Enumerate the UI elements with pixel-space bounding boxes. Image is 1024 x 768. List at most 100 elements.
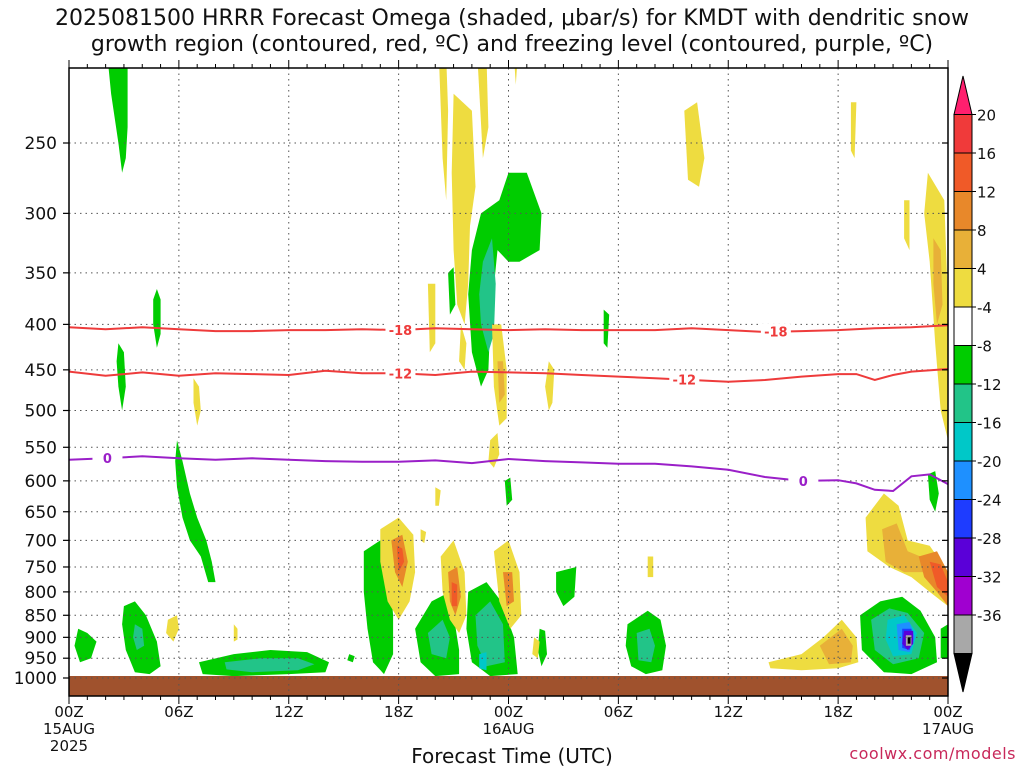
omega-region-34	[468, 172, 542, 387]
colorbar-seg-0	[953, 75, 973, 115]
omega-region-0	[108, 68, 128, 173]
omega-region-42	[435, 487, 441, 506]
omega-region-46	[603, 309, 610, 348]
freezing-level-label-bg-0	[92, 450, 123, 467]
x-tick-label-48: 00Z	[933, 703, 962, 721]
omega-region-1	[116, 343, 126, 411]
freezing-level-line	[69, 455, 948, 493]
dgz-contour-1-label-bg-1	[669, 371, 700, 388]
colorbar-seg-5	[953, 268, 973, 308]
colorbar-label-0: 20	[977, 107, 996, 125]
x-tick-label-30: 06Z	[604, 703, 633, 721]
omega-region-9	[166, 615, 179, 642]
dgz-contour-0-label-0: -18	[389, 324, 413, 339]
colorbar-label-8: -16	[977, 415, 1002, 433]
x-tick-date-0: 15AUG	[43, 720, 95, 738]
dgz-contour-1-label-0: -12	[389, 367, 413, 382]
omega-region-3	[175, 440, 216, 583]
y-tick-label-650: 650	[25, 503, 57, 523]
colorbar-label-10: -24	[977, 492, 1002, 510]
colorbar-label-6: -8	[977, 338, 992, 356]
y-tick-label-300: 300	[25, 204, 57, 224]
omega-region-61	[907, 637, 911, 644]
colorbar-seg-1	[953, 114, 973, 154]
x-tick-year-0: 2025	[50, 737, 88, 755]
y-tick-label-950: 950	[25, 649, 57, 669]
omega-region-29	[532, 637, 540, 659]
omega-region-11	[233, 624, 238, 642]
omega-region-40	[488, 433, 500, 468]
freezing-level-label-1: 0	[799, 475, 808, 490]
dgz-contour-0-label-bg-0	[385, 322, 416, 339]
colorbar-seg-3	[953, 191, 973, 231]
omega-region-21	[451, 582, 458, 607]
colorbar-seg-2	[953, 152, 973, 192]
colorbar-label-5: -4	[977, 299, 992, 317]
dgz-contour-1-label-1: -12	[673, 374, 697, 389]
dgz-contour-0-line	[69, 324, 948, 334]
colorbar-label-9: -20	[977, 453, 1002, 471]
colorbar-seg-9	[953, 422, 973, 462]
omega-shaded-layer	[74, 68, 948, 677]
omega-region-28	[556, 567, 577, 607]
colorbar-label-4: 4	[977, 261, 987, 279]
colorbar-seg-6	[953, 306, 973, 346]
colorbar: 20 16 12 8 4 -4 -8 -12 -16 -20 -24 -28 -32 -36	[953, 75, 1002, 693]
x-tick-label-18: 18Z	[384, 703, 413, 721]
omega-region-6	[133, 624, 145, 650]
colorbar-seg-10	[953, 460, 973, 500]
y-tick-label-250: 250	[25, 134, 57, 154]
colorbar-label-1: 16	[977, 145, 996, 163]
omega-region-26	[503, 572, 514, 607]
x-tick-label-24: 00Z	[494, 703, 523, 721]
omega-region-51	[850, 102, 857, 159]
y-tick-label-750: 750	[25, 558, 57, 578]
colorbar-label-11: -28	[977, 530, 1002, 548]
x-tick-label-36: 12Z	[714, 703, 743, 721]
colorbar-seg-4	[953, 229, 973, 269]
dgz-contour-0-label-1: -18	[764, 326, 788, 341]
omega-region-27	[537, 628, 547, 667]
y-tick-label-700: 700	[25, 531, 57, 551]
y-tick-label-1000: 1000	[14, 669, 57, 689]
x-tick-label-0: 00Z	[54, 703, 83, 721]
omega-region-12	[347, 654, 355, 663]
omega-region-36	[448, 267, 456, 315]
x-tick-label-42: 18Z	[823, 703, 852, 721]
omega-region-10	[193, 378, 201, 426]
x-tick-date-48: 17AUG	[922, 720, 974, 738]
omega-region-43	[420, 529, 427, 544]
omega-region-69	[933, 238, 943, 325]
colorbar-label-3: 8	[977, 222, 987, 240]
omega-region-31	[451, 93, 476, 325]
omega-region-24	[479, 652, 487, 671]
colorbar-seg-13	[953, 576, 973, 616]
colorbar-seg-11	[953, 499, 973, 539]
omega-region-45	[545, 361, 555, 411]
omega-region-67	[940, 624, 948, 659]
freezing-level-label-0: 0	[103, 452, 112, 467]
y-tick-label-450: 450	[25, 361, 57, 381]
y-tick-label-900: 900	[25, 628, 57, 648]
y-tick-label-550: 550	[25, 438, 57, 458]
omega-region-32	[459, 324, 467, 370]
omega-region-70	[904, 200, 910, 251]
y-tick-label-600: 600	[25, 472, 57, 492]
omega-region-37	[427, 283, 436, 353]
y-tick-label-400: 400	[25, 315, 57, 335]
omega-region-49	[647, 556, 654, 578]
omega-region-23	[475, 601, 505, 667]
y-tick-label-800: 800	[25, 583, 57, 603]
colorbar-label-13: -36	[977, 607, 1002, 625]
colorbar-seg-14	[953, 614, 973, 654]
colorbar-label-7: -12	[977, 376, 1002, 394]
colorbar-label-12: -32	[977, 569, 1002, 587]
omega-region-2	[153, 289, 161, 348]
axes-layer: 2503003504004505005506006507007508008509…	[14, 60, 974, 755]
x-tick-label-12: 12Z	[274, 703, 303, 721]
colorbar-seg-15	[953, 653, 973, 693]
omega-region-35	[479, 238, 496, 353]
omega-region-66	[927, 471, 939, 512]
omega-region-65	[929, 561, 948, 597]
x-tick-date-24: 16AUG	[483, 720, 535, 738]
